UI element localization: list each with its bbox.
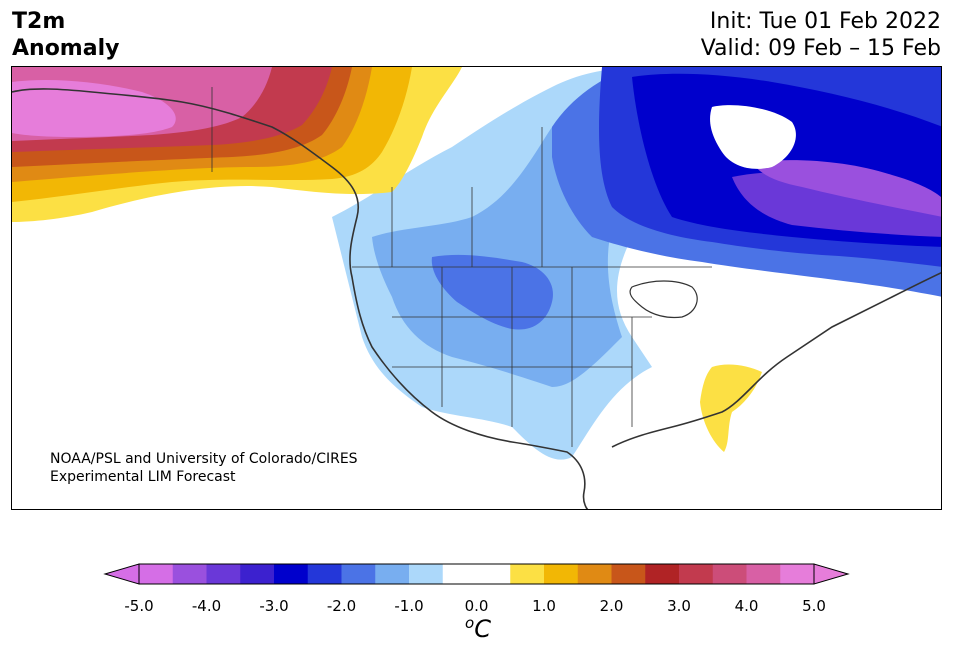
map-canvas: [12, 67, 941, 509]
great-lakes: [629, 280, 698, 319]
title-line-2: Anomaly: [12, 36, 120, 61]
colorbar-over-arrow: [813, 563, 850, 585]
warm-magenta-alaska: [12, 80, 176, 137]
colorbar-tick-label: 3.0: [667, 597, 691, 615]
purple-region: [752, 160, 941, 217]
colorbar-tick-label: 5.0: [802, 597, 826, 615]
coastline: [12, 88, 589, 509]
valid-period: Valid: 09 Feb – 15 Feb: [700, 36, 941, 61]
init-date: Init: Tue 01 Feb 2022: [709, 9, 941, 34]
colorbar-outline: [138, 563, 815, 585]
colorbar-bin: [645, 564, 680, 584]
colorbar-tick-label: -4.0: [191, 597, 222, 615]
colorbar-tick-label: -5.0: [124, 597, 154, 615]
credit-line-1: NOAA/PSL and University of Colorado/CIRE…: [50, 451, 358, 467]
colorbar-bin: [442, 564, 511, 584]
colorbar-bin: [510, 564, 545, 584]
east-coastline: [611, 272, 941, 448]
colorbar-bin: [206, 564, 241, 584]
colorbar-bin: [341, 564, 376, 584]
colorbar-bin: [307, 564, 342, 584]
colorbar-tick-label: -2.0: [326, 597, 357, 615]
cold-medium-region: [431, 254, 553, 330]
colorbar-bin: [712, 564, 747, 584]
colorbar-under-arrow: [103, 563, 140, 585]
colorbar-tick-label: 2.0: [599, 597, 624, 615]
colorbar-bin: [274, 564, 309, 584]
colorbar: [103, 563, 850, 585]
colorbar-bin: [611, 564, 646, 584]
colorbar-bin: [544, 564, 579, 584]
credit-text: NOAA/PSL and University of Colorado/CIRE…: [50, 450, 358, 486]
colorbar-bin: [240, 564, 275, 584]
colorbar-bin: [172, 564, 207, 584]
colorbar-bin: [139, 564, 174, 584]
colorbar-tick-label: 4.0: [734, 597, 759, 615]
colorbar-bin: [780, 564, 815, 584]
anomaly-map: NOAA/PSL and University of Colorado/CIRE…: [11, 66, 942, 510]
colorbar-bin: [577, 564, 612, 584]
colorbar-bin: [746, 564, 781, 584]
hudson-bay: [710, 105, 796, 169]
forecast-dates: Init: Tue 01 Feb 2022 Valid: 09 Feb – 15…: [701, 8, 941, 62]
colorbar-bin: [375, 564, 410, 584]
colorbar-tick-label: -1.0: [394, 597, 424, 615]
colorbar-tick-label: -3.0: [259, 597, 289, 615]
warm-yellow-southeast: [700, 364, 762, 452]
colorbar-bin: [679, 564, 714, 584]
colorbar-tick-label: 0.0: [464, 597, 489, 615]
boundaries: [211, 87, 712, 447]
title-line-1: T2m: [12, 9, 66, 34]
map-title: T2m Anomaly: [12, 8, 119, 62]
colorbar-tick-label: 1.0: [532, 597, 556, 615]
credit-line-2: Experimental LIM Forecast: [50, 469, 236, 485]
colorbar-bin: [409, 564, 444, 584]
colorbar-unit: oC: [465, 614, 491, 643]
